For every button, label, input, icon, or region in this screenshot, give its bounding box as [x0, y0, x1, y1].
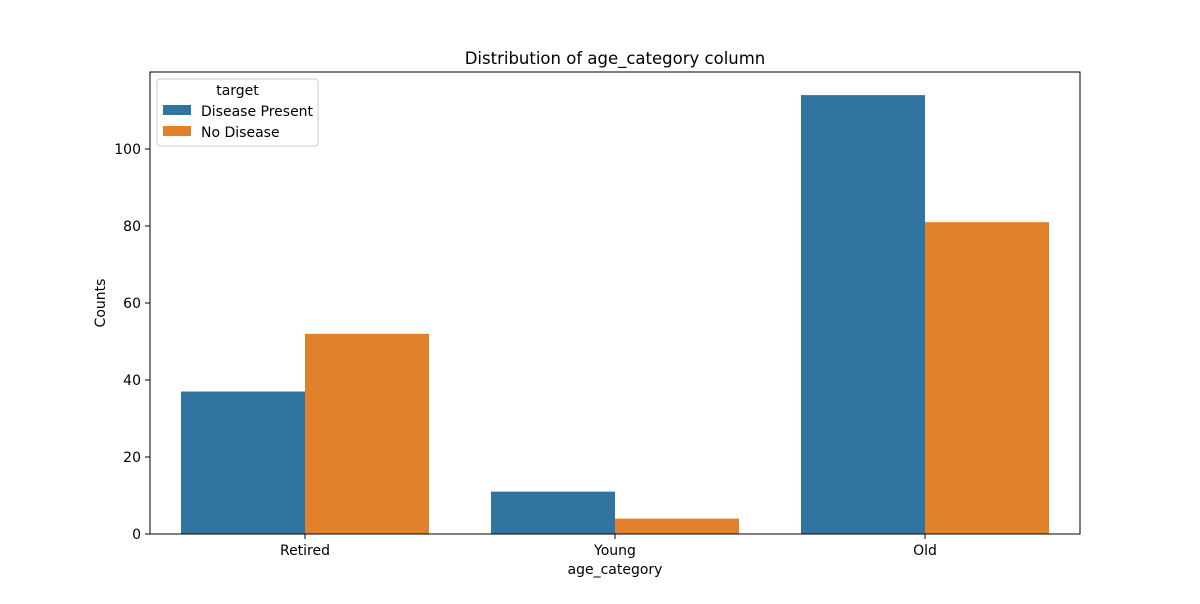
x-tick-label: Young	[593, 543, 636, 559]
legend-swatch	[163, 126, 191, 136]
y-tick-label: 100	[114, 142, 141, 158]
y-tick-label: 20	[123, 450, 141, 466]
x-axis-label: age_category	[568, 562, 663, 578]
y-tick-label: 0	[132, 527, 141, 543]
chart-title: Distribution of age_category column	[465, 49, 766, 69]
y-tick-label: 80	[123, 219, 141, 235]
bar-old-series-2	[925, 222, 1049, 534]
legend-swatch	[163, 105, 191, 115]
bars-layer	[181, 95, 1049, 534]
legend: target Disease Present No Disease	[156, 78, 319, 147]
x-tick-label: Old	[913, 543, 937, 559]
y-tick-label: 60	[123, 296, 141, 312]
legend-title: target	[216, 83, 259, 99]
bar-old-series-1	[801, 95, 925, 534]
bar-young-series-2	[615, 518, 739, 534]
bar-retired-series-1	[181, 391, 305, 534]
bar-retired-series-2	[305, 333, 429, 534]
bar-young-series-1	[491, 491, 615, 534]
legend-label: Disease Present	[201, 104, 314, 120]
x-axis: Retired Young Old	[280, 534, 937, 559]
legend-box	[156, 78, 319, 147]
y-axis-label: Counts	[93, 279, 109, 328]
y-tick-label: 40	[123, 373, 141, 389]
x-tick-label: Retired	[280, 543, 330, 559]
legend-label: No Disease	[201, 125, 280, 141]
y-axis: 0 20 40 60 80 100	[114, 142, 150, 543]
